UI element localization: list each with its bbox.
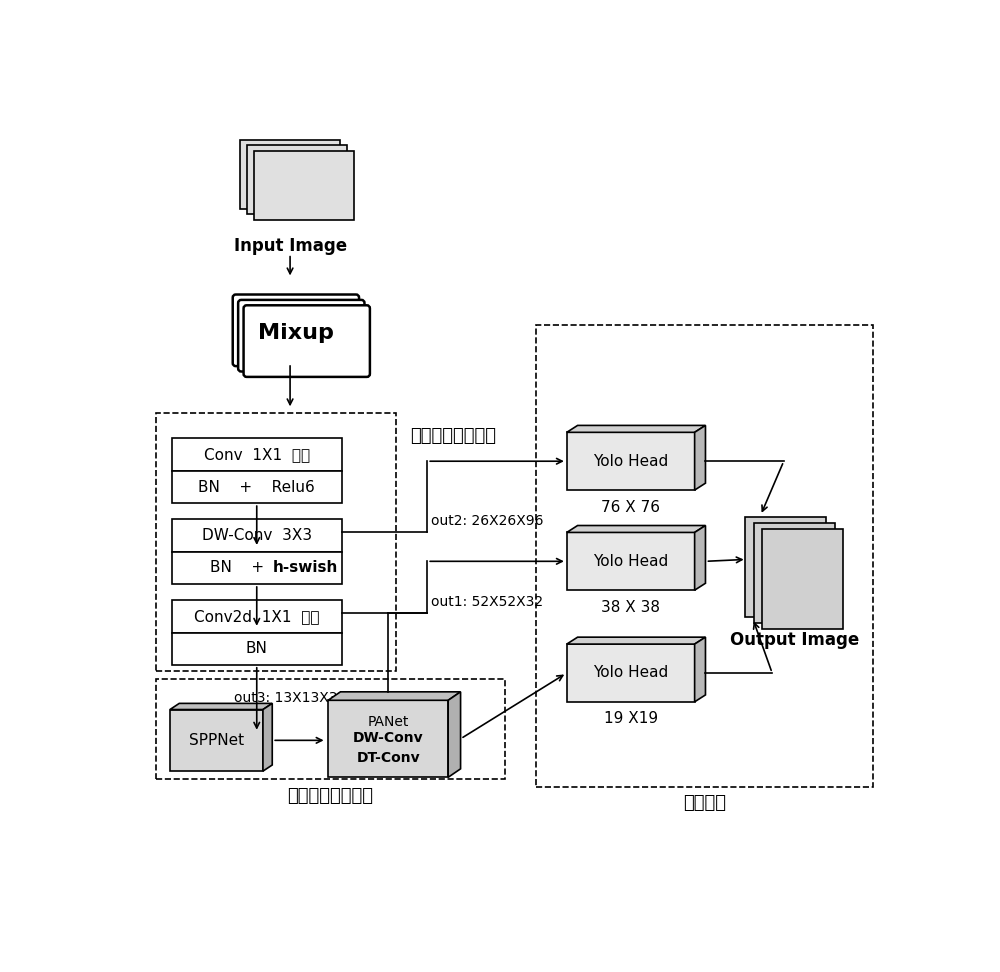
Text: 76 X 76: 76 X 76 <box>601 500 660 514</box>
Text: 38 X 38: 38 X 38 <box>601 600 660 614</box>
Text: DW-Conv  3X3: DW-Conv 3X3 <box>202 528 312 543</box>
Bar <box>328 700 448 778</box>
Bar <box>240 140 340 209</box>
Polygon shape <box>448 692 461 778</box>
Text: BN: BN <box>246 642 268 656</box>
Polygon shape <box>170 704 272 710</box>
Bar <box>172 552 342 584</box>
Bar <box>567 533 695 590</box>
Text: 预测模块: 预测模块 <box>683 794 726 813</box>
Text: Yolo Head: Yolo Head <box>593 454 668 469</box>
Polygon shape <box>695 426 705 490</box>
Bar <box>170 710 263 771</box>
FancyBboxPatch shape <box>233 295 359 366</box>
Bar <box>754 523 835 623</box>
Polygon shape <box>695 526 705 590</box>
Text: Conv2d  1X1  降维: Conv2d 1X1 降维 <box>194 608 320 624</box>
Text: DW-Conv
DT-Conv: DW-Conv DT-Conv <box>353 731 423 765</box>
Text: 特征提取主干模块: 特征提取主干模块 <box>410 427 496 445</box>
FancyBboxPatch shape <box>238 300 364 371</box>
Text: Conv  1X1  升维: Conv 1X1 升维 <box>204 447 310 462</box>
Text: SPPNet: SPPNet <box>189 733 244 747</box>
Bar <box>254 151 354 220</box>
Bar <box>762 530 843 630</box>
Bar <box>172 470 342 503</box>
Polygon shape <box>263 704 272 771</box>
Text: Input Image: Input Image <box>234 237 347 255</box>
Bar <box>536 325 873 786</box>
Text: out1: 52X52X32: out1: 52X52X32 <box>431 595 543 608</box>
Text: Mixup: Mixup <box>258 323 333 343</box>
Bar <box>247 145 347 215</box>
Text: h-swish: h-swish <box>272 561 338 575</box>
Bar <box>567 644 695 702</box>
Bar <box>172 519 342 552</box>
Text: BN    +: BN + <box>210 561 284 575</box>
Polygon shape <box>567 526 705 533</box>
Bar <box>172 600 342 633</box>
Bar <box>745 517 826 617</box>
Bar <box>172 438 342 470</box>
Polygon shape <box>328 692 461 700</box>
Text: 19 X19: 19 X19 <box>604 712 658 726</box>
FancyBboxPatch shape <box>244 305 370 377</box>
Polygon shape <box>695 638 705 702</box>
Bar <box>156 678 505 779</box>
Bar <box>567 433 695 490</box>
Text: PANet: PANet <box>367 714 409 729</box>
Text: out3: 13X13X320: out3: 13X13X320 <box>234 691 354 705</box>
Text: Yolo Head: Yolo Head <box>593 666 668 680</box>
Text: out2: 26X26X96: out2: 26X26X96 <box>431 514 544 528</box>
Text: 特征提取融合模块: 特征提取融合模块 <box>287 786 373 805</box>
Polygon shape <box>567 638 705 644</box>
Text: Output Image: Output Image <box>730 631 859 649</box>
Polygon shape <box>567 426 705 433</box>
Bar <box>156 413 396 671</box>
Text: Yolo Head: Yolo Head <box>593 554 668 569</box>
Bar <box>172 633 342 665</box>
Text: BN    +    Relu6: BN + Relu6 <box>198 479 315 495</box>
